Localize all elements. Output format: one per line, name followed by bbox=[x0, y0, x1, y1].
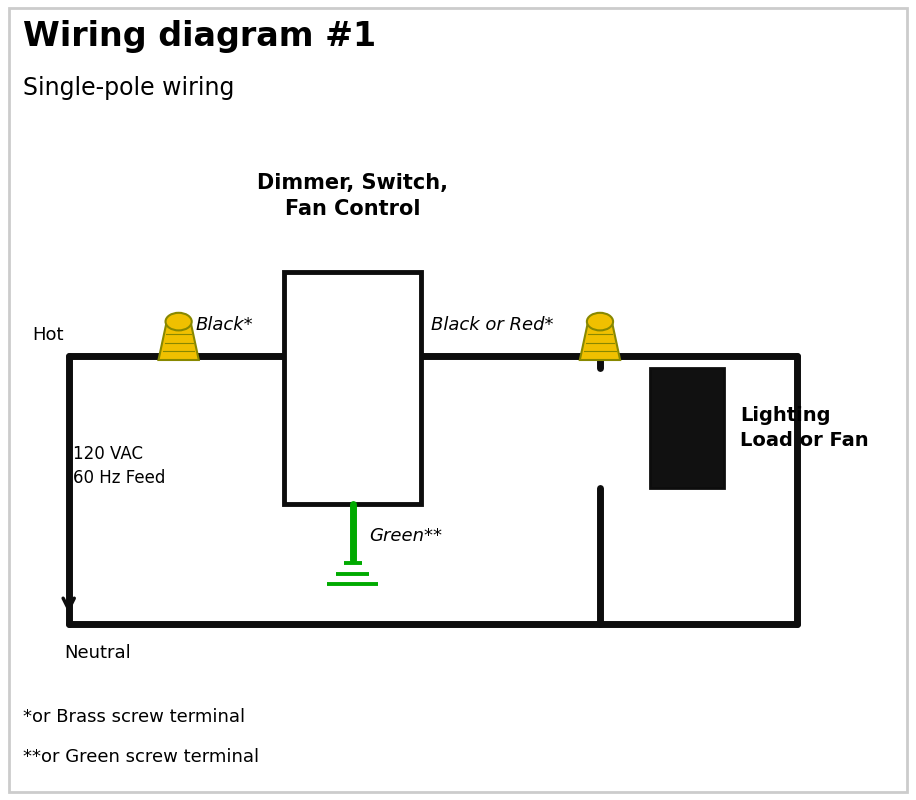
Text: Black or Red*: Black or Red* bbox=[431, 315, 553, 334]
Ellipse shape bbox=[587, 313, 613, 330]
Text: Wiring diagram #1: Wiring diagram #1 bbox=[23, 20, 376, 53]
Text: Hot: Hot bbox=[33, 326, 64, 344]
Text: Neutral: Neutral bbox=[64, 644, 131, 662]
Text: 120 VAC
60 Hz Feed: 120 VAC 60 Hz Feed bbox=[73, 445, 166, 486]
Text: *or Brass screw terminal: *or Brass screw terminal bbox=[23, 708, 245, 726]
Polygon shape bbox=[580, 322, 620, 360]
Text: **or Green screw terminal: **or Green screw terminal bbox=[23, 748, 259, 766]
Text: Dimmer, Switch,
Fan Control: Dimmer, Switch, Fan Control bbox=[257, 173, 448, 219]
Bar bbox=[284, 272, 421, 504]
Text: Black*: Black* bbox=[195, 315, 253, 334]
Polygon shape bbox=[158, 322, 199, 360]
Text: Green**: Green** bbox=[369, 527, 442, 545]
Text: Lighting
Load or Fan: Lighting Load or Fan bbox=[740, 406, 868, 450]
Text: Single-pole wiring: Single-pole wiring bbox=[23, 76, 234, 100]
Ellipse shape bbox=[166, 313, 191, 330]
Bar bbox=[650, 368, 724, 488]
